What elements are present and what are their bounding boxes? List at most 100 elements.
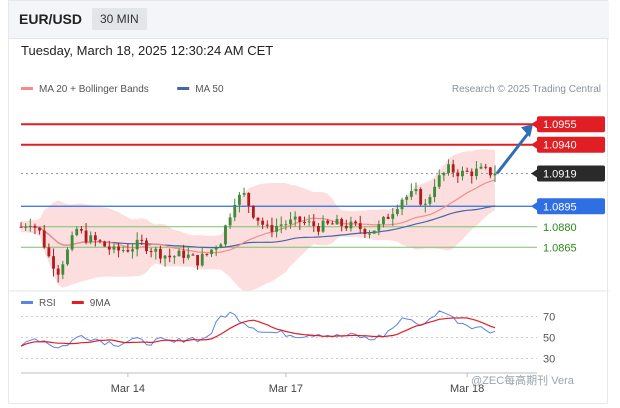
candle-body <box>149 251 153 253</box>
candle-body <box>182 250 186 258</box>
level-label-1-0940: 1.0940 <box>543 140 577 152</box>
candle <box>107 240 111 255</box>
rsi-legend-swatch-0 <box>21 301 33 304</box>
candle <box>47 243 51 258</box>
candle <box>126 243 130 253</box>
candle-body <box>214 247 218 250</box>
candle <box>284 220 288 231</box>
candle <box>265 220 269 229</box>
level-label-1-0955: 1.0955 <box>543 119 577 131</box>
candle-body <box>117 246 121 251</box>
candle-body <box>256 217 260 221</box>
candle-body <box>423 203 427 205</box>
candle-body <box>84 230 88 243</box>
candle-body <box>340 218 344 226</box>
candle <box>242 187 246 197</box>
candle <box>428 194 432 207</box>
candle <box>247 192 251 213</box>
candle <box>210 249 213 258</box>
candle <box>93 232 97 247</box>
candle <box>24 223 28 232</box>
chart-card: EUR/USD 30 MIN Tuesday, March 18, 2025 1… <box>8 0 609 404</box>
candle <box>154 246 158 260</box>
candle-body <box>112 246 116 250</box>
candle <box>89 231 93 245</box>
candle <box>135 232 139 257</box>
legend-swatch-0 <box>21 87 33 90</box>
candle-body <box>219 244 223 248</box>
candle <box>117 242 121 258</box>
candle <box>191 253 195 256</box>
candle-body <box>344 225 348 229</box>
candle-body <box>321 220 325 232</box>
candle-body <box>363 229 367 235</box>
candle <box>484 163 488 170</box>
candle <box>56 264 60 283</box>
candle <box>84 223 88 245</box>
candle <box>400 197 404 216</box>
level-badge-1-0940 <box>537 136 605 153</box>
candle <box>298 215 302 230</box>
candle-body <box>126 250 130 252</box>
candle-body <box>56 268 60 275</box>
candle <box>391 207 395 226</box>
candle <box>330 220 334 225</box>
candle <box>456 169 460 183</box>
candle-body <box>479 166 483 169</box>
forecast-arrow-head <box>521 124 533 138</box>
candle-body <box>47 247 51 257</box>
candle-body <box>484 166 488 168</box>
level-label-1-0919: 1.0919 <box>543 168 577 180</box>
candle <box>182 244 186 264</box>
candle <box>433 179 437 203</box>
timeframe-badge[interactable]: 30 MIN <box>92 8 147 30</box>
candle-body <box>265 224 269 226</box>
candle <box>19 222 23 228</box>
candle-body <box>284 224 288 226</box>
chart-svg: MA 20 + Bollinger Bands MA 50 Research © 2… <box>9 84 609 395</box>
candle-body <box>242 192 246 195</box>
candle <box>354 220 358 226</box>
candle-body <box>312 221 316 227</box>
candle-body <box>474 168 478 176</box>
candle <box>79 226 83 234</box>
candle <box>377 220 381 236</box>
candle-body <box>368 233 371 235</box>
x-tick-label-2: Mar 18 <box>450 383 484 395</box>
candle-body <box>437 175 441 187</box>
candle-body <box>224 225 227 245</box>
candle <box>368 230 371 239</box>
candle <box>344 219 348 231</box>
candle-body <box>196 255 200 266</box>
candle-body <box>145 240 148 252</box>
candle <box>163 254 167 267</box>
candle <box>140 234 144 246</box>
candle <box>293 211 297 227</box>
candle-body <box>93 235 97 241</box>
rsi-legend: RSI 9MA <box>21 298 111 309</box>
candle-body <box>330 223 334 225</box>
x-tick-label-1: Mar 17 <box>269 383 303 395</box>
candle <box>205 253 209 257</box>
candle-body <box>140 239 144 241</box>
level-badge-1-0919 <box>537 165 605 182</box>
candle-body <box>395 209 399 214</box>
symbol-label: EUR/USD <box>19 11 83 27</box>
rsi-legend-label-0: RSI <box>39 298 56 309</box>
candle-body <box>228 217 232 226</box>
candle <box>112 243 116 254</box>
candle <box>121 246 125 253</box>
candle <box>61 260 65 280</box>
level-label-1-0880: 1.0880 <box>543 222 577 234</box>
candle <box>52 248 55 277</box>
candle-body <box>433 186 437 198</box>
candle-body <box>200 253 204 266</box>
candles-group <box>19 159 497 283</box>
candle-body <box>186 254 190 258</box>
candle <box>312 214 316 232</box>
candle <box>233 198 237 222</box>
candle-body <box>275 225 279 232</box>
candle-body <box>33 225 37 228</box>
rsi-tick-30: 30 <box>543 354 555 366</box>
candle-body <box>298 216 302 222</box>
